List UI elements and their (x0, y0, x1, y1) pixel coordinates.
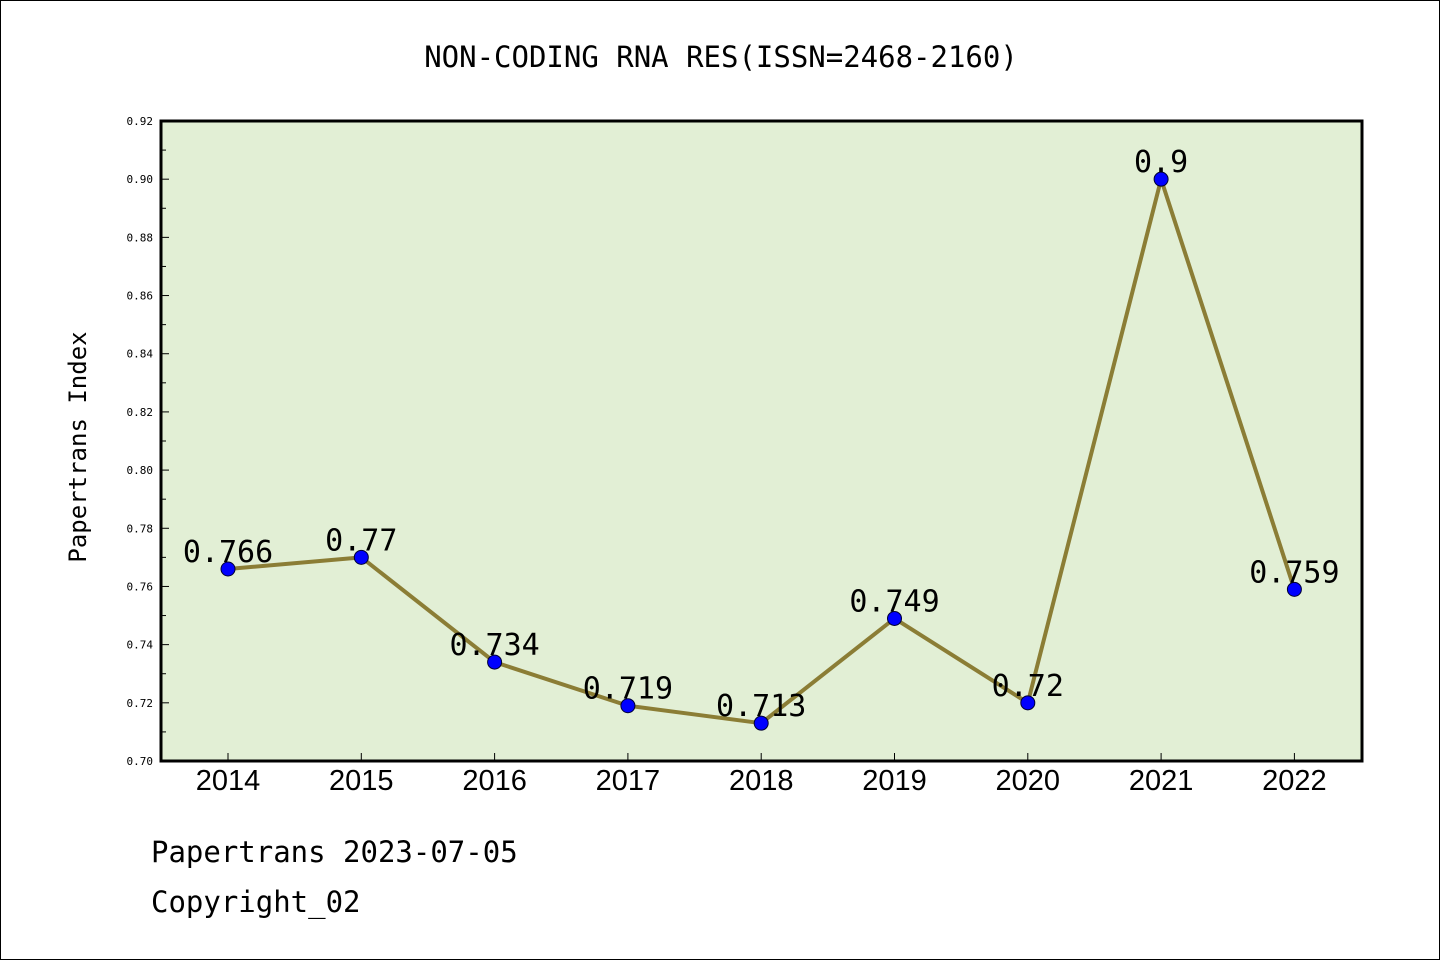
data-point (353, 549, 369, 565)
data-point (1286, 581, 1302, 597)
data-point (1020, 695, 1036, 711)
y-tick-label: 0.86 (127, 290, 154, 303)
x-tick-label: 2014 (196, 765, 261, 797)
data-label: 0.719 (583, 672, 673, 707)
y-tick-label: 0.84 (127, 348, 154, 361)
y-tick-label: 0.82 (127, 406, 154, 419)
x-tick-label: 2018 (729, 765, 794, 797)
x-tick-label: 2017 (596, 765, 661, 797)
x-tick-label: 2016 (462, 765, 527, 797)
footer-date: Papertrans 2023-07-05 (151, 835, 518, 869)
y-axis: 0.70 0.72 0.74 0.76 0.78 0.80 0.82 0.84 0.86 0.88… (127, 115, 169, 768)
y-tick-label: 0.80 (127, 464, 154, 477)
y-tick-label: 0.72 (127, 697, 154, 710)
data-point (1153, 171, 1169, 187)
y-tick-label: 0.92 (127, 115, 154, 128)
x-tick-label: 2015 (329, 765, 394, 797)
data-label: 0.759 (1249, 555, 1339, 590)
data-label: 0.72 (992, 669, 1064, 704)
plot-border (159, 119, 1364, 763)
plot-area (161, 121, 1362, 761)
y-tick-label: 0.78 (127, 522, 154, 535)
data-point (487, 654, 503, 670)
data-label: 0.766 (183, 535, 273, 570)
y-tick-label: 0.76 (127, 580, 154, 593)
x-tick-label: 2020 (996, 765, 1061, 797)
y-axis-label: Papertrans Index (64, 331, 92, 562)
data-point (620, 698, 636, 714)
data-point (887, 610, 902, 626)
x-axis: 2014 2015 2016 2017 2018 2019 2020 2021 2022 (196, 753, 1327, 797)
y-tick-label: 0.70 (127, 755, 154, 768)
data-label: 0.9 (1134, 145, 1188, 180)
y-tick-label: 0.90 (127, 173, 154, 186)
x-tick-label: 2022 (1262, 765, 1327, 797)
data-point (220, 561, 236, 577)
data-labels: 0.766 0.77 0.734 0.719 0.713 0.749 0.72 0.9 0.75… (183, 145, 1340, 724)
y-tick-label: 0.74 (127, 639, 154, 652)
x-tick-label: 2021 (1129, 765, 1194, 797)
data-label: 0.749 (849, 584, 939, 619)
x-tick-label: 2019 (862, 765, 927, 797)
data-point (753, 715, 769, 731)
data-label: 0.713 (716, 689, 806, 724)
data-markers (220, 171, 1302, 731)
data-label: 0.77 (325, 523, 397, 558)
chart-title: NON-CODING RNA RES(ISSN=2468-2160) (424, 40, 1018, 74)
footer-copyright: Copyright_02 (151, 885, 361, 919)
y-tick-label: 0.88 (127, 231, 154, 244)
data-label: 0.734 (449, 628, 539, 663)
